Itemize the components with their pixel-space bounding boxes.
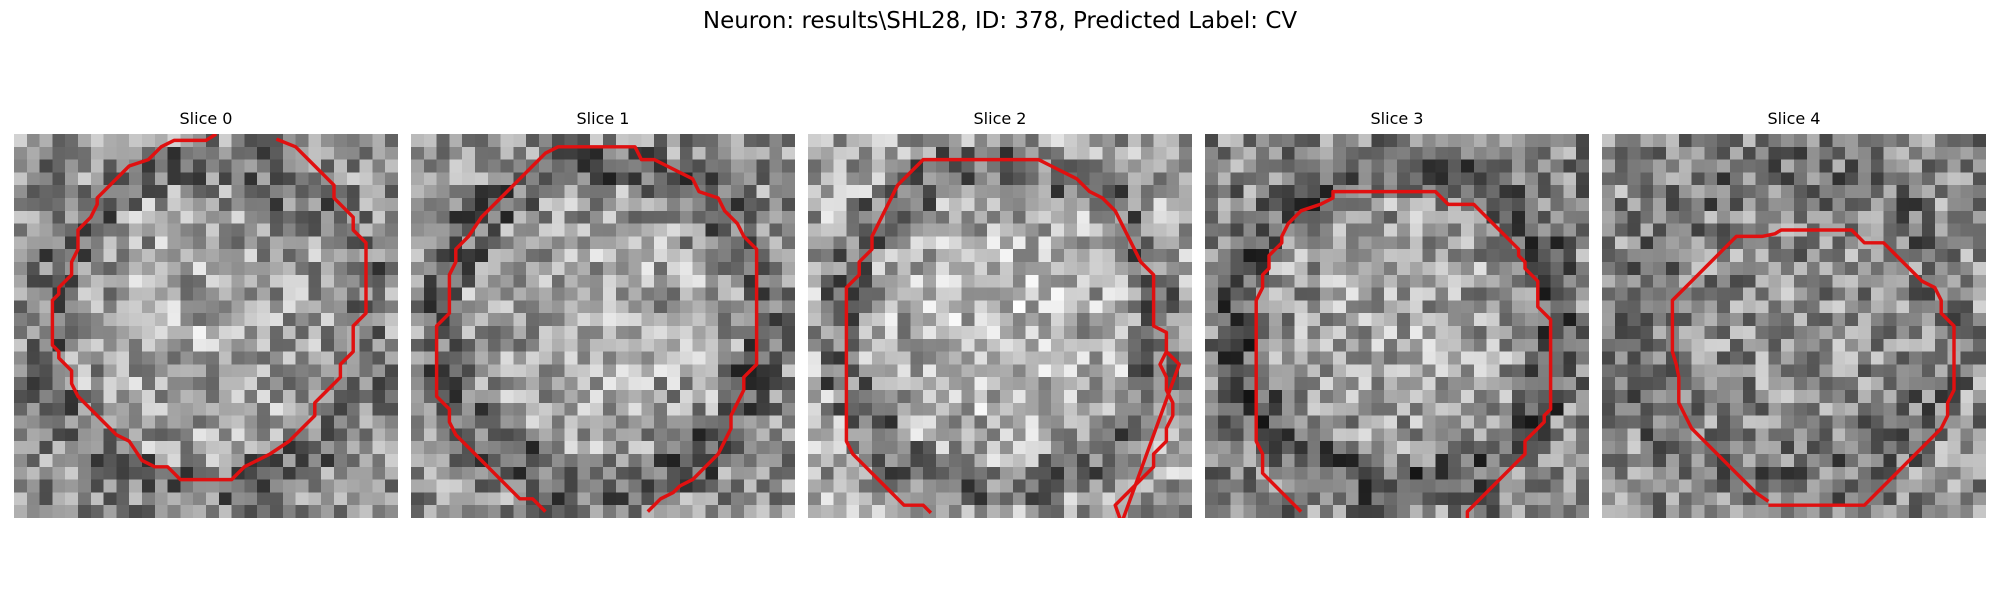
slice-panel-2: Slice 2 <box>808 108 1192 518</box>
cell-contour-0 <box>50 134 368 482</box>
slice-label-4: Slice 4 <box>1767 109 1821 128</box>
slice-label-0: Slice 0 <box>179 109 233 128</box>
cell-contour-1 <box>434 145 759 513</box>
slice-image-1 <box>411 134 795 518</box>
slice-panel-3: Slice 3 <box>1205 108 1589 518</box>
slice-image-4 <box>1602 134 1986 518</box>
slice-label-1: Slice 1 <box>576 109 630 128</box>
slice-panel-0: Slice 0 <box>14 108 398 518</box>
slice-label-2: Slice 2 <box>973 109 1027 128</box>
slice-panel-4: Slice 4 <box>1602 108 1986 518</box>
slice-image-3 <box>1205 134 1589 518</box>
cell-contour-2 <box>844 157 1181 518</box>
slice-image-2 <box>808 134 1192 518</box>
slice-label-3: Slice 3 <box>1370 109 1424 128</box>
cell-contour-4 <box>1670 228 1956 507</box>
figure-title: Neuron: results\SHL28, ID: 378, Predicte… <box>702 8 1298 34</box>
cell-contour-3 <box>1254 189 1553 518</box>
slice-image-0 <box>14 134 398 518</box>
slice-panel-1: Slice 1 <box>411 108 795 518</box>
